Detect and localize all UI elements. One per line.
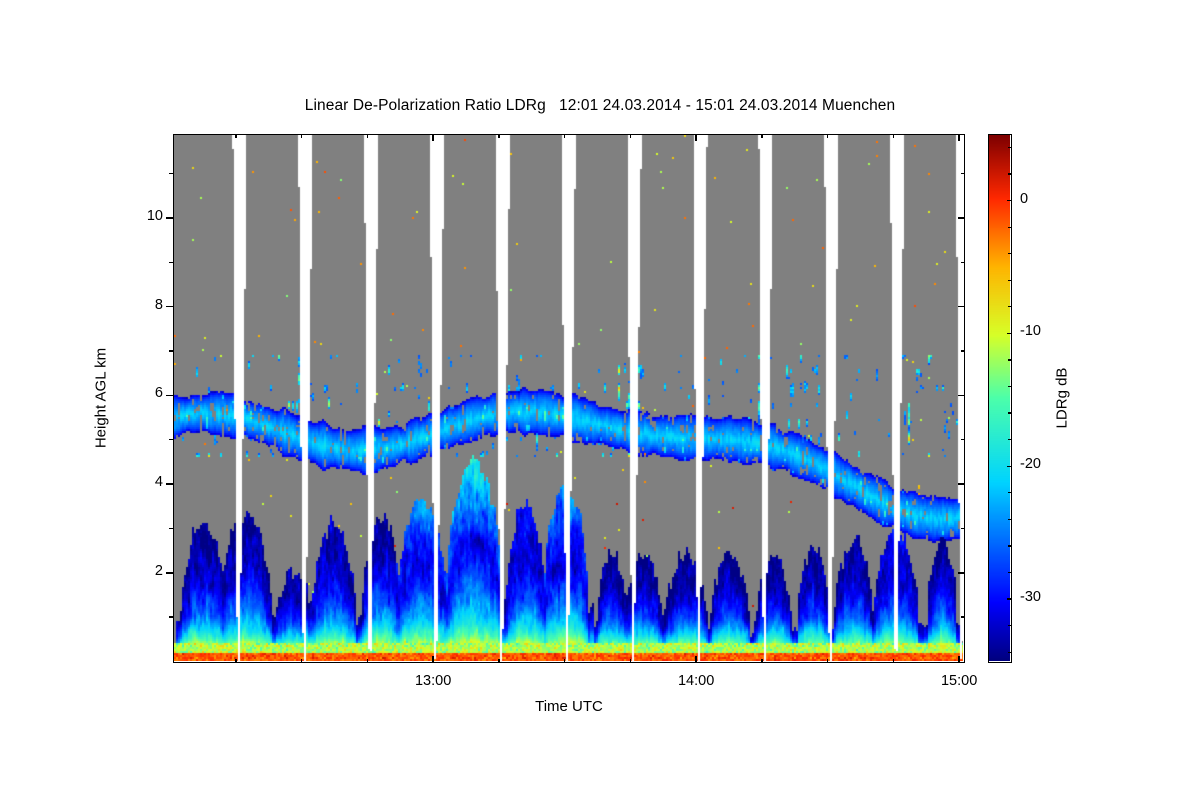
y-tick-major: [166, 483, 173, 485]
colorbar-tick-label: -20: [1020, 456, 1041, 473]
x-tick-minor: [300, 659, 303, 663]
colorbar-tick-minor: [1007, 651, 1011, 653]
y-axis-title: Height AGL km: [92, 347, 110, 449]
x-tick-minor-top: [498, 134, 500, 138]
colorbar-title: LDRg dB: [1053, 367, 1071, 429]
colorbar-tick-minor: [1007, 439, 1011, 441]
x-tick-minor: [629, 659, 632, 663]
y-tick-label: 8: [154, 296, 163, 313]
colorbar-tick-major: [1006, 332, 1011, 335]
y-tick-minor: [169, 350, 173, 352]
colorbar-tick-minor: [1007, 385, 1011, 388]
colorbar-tick-minor: [1007, 624, 1011, 627]
y-tick-major-inner: [958, 572, 965, 574]
x-tick-minor: [235, 659, 237, 663]
x-tick-minor-top: [563, 134, 566, 138]
x-tick-major-top: [432, 134, 434, 141]
y-tick-label: 2: [154, 562, 163, 579]
x-tick-minor: [366, 659, 369, 663]
y-tick-minor-inner: [961, 261, 965, 264]
x-tick-minor-top: [235, 134, 237, 138]
colorbar-tick-minor: [1007, 279, 1011, 281]
y-tick-minor-inner: [961, 616, 965, 618]
x-tick-minor: [761, 659, 763, 663]
x-axis-title: Time UTC: [535, 698, 603, 715]
x-tick-major-top: [958, 134, 960, 141]
colorbar-tick-minor: [1007, 518, 1011, 521]
y-tick-label: 10: [146, 207, 163, 224]
ldr-heatmap-canvas: [174, 135, 963, 661]
colorbar-tick-minor: [1007, 226, 1011, 228]
y-tick-minor: [169, 616, 173, 618]
x-tick-minor-top: [826, 134, 829, 138]
y-tick-label: 6: [154, 385, 163, 402]
x-tick-minor: [826, 659, 829, 663]
colorbar-tick-minor: [1007, 412, 1011, 414]
x-tick-major-top: [695, 134, 697, 141]
colorbar-tick-minor: [1007, 173, 1011, 175]
x-tick-minor: [563, 659, 566, 663]
colorbar-gradient: [989, 135, 1010, 661]
colorbar-tick-label: -10: [1020, 323, 1041, 340]
y-tick-major-inner: [958, 217, 965, 219]
y-tick-major: [166, 217, 173, 219]
x-tick-minor-top: [892, 134, 895, 138]
colorbar-tick-label: -30: [1020, 589, 1041, 606]
y-tick-major: [166, 394, 173, 397]
colorbar-tick-minor: [1007, 359, 1011, 361]
colorbar-tick-minor: [1007, 146, 1011, 149]
x-tick-major: [695, 656, 697, 663]
colorbar-tick-label: 0: [1020, 190, 1029, 207]
x-tick-major: [432, 656, 434, 663]
colorbar-tick-minor: [1007, 306, 1011, 308]
x-tick-minor-top: [300, 134, 303, 138]
x-tick-label: 14:00: [677, 673, 715, 689]
y-tick-minor-inner: [961, 527, 965, 530]
x-tick-label: 15:00: [940, 673, 978, 689]
y-tick-major: [166, 572, 173, 574]
y-tick-minor-inner: [961, 350, 965, 352]
colorbar-tick-major: [1006, 598, 1011, 600]
y-tick-minor: [169, 438, 173, 441]
colorbar-tick-minor: [1007, 571, 1011, 574]
colorbar-tick-minor: [1007, 545, 1011, 547]
y-tick-major-inner: [958, 305, 965, 308]
x-tick-minor-top: [366, 134, 369, 138]
colorbar-tick-major: [1006, 199, 1011, 202]
x-tick-minor: [498, 659, 500, 663]
page-title: Linear De-Polarization Ratio LDRg 12:01 …: [304, 97, 896, 114]
y-tick-major-inner: [958, 483, 965, 485]
y-tick-minor: [169, 527, 173, 530]
plot-area: [173, 134, 965, 663]
y-tick-minor-inner: [961, 438, 965, 441]
x-tick-minor: [892, 659, 895, 663]
x-tick-minor-top: [629, 134, 632, 138]
colorbar-tick-minor: [1007, 253, 1011, 255]
x-tick-minor-top: [761, 134, 763, 138]
y-tick-minor: [169, 261, 173, 264]
y-tick-minor-inner: [961, 172, 965, 175]
colorbar-tick-major: [1006, 465, 1011, 467]
y-tick-label: 4: [154, 474, 163, 491]
colorbar-tick-minor: [1007, 492, 1011, 494]
colorbar: [988, 134, 1012, 663]
y-tick-major: [166, 305, 173, 308]
x-tick-major: [958, 656, 960, 663]
x-tick-label: 13:00: [414, 673, 452, 689]
y-tick-minor: [169, 172, 173, 175]
y-tick-major-inner: [958, 394, 965, 397]
